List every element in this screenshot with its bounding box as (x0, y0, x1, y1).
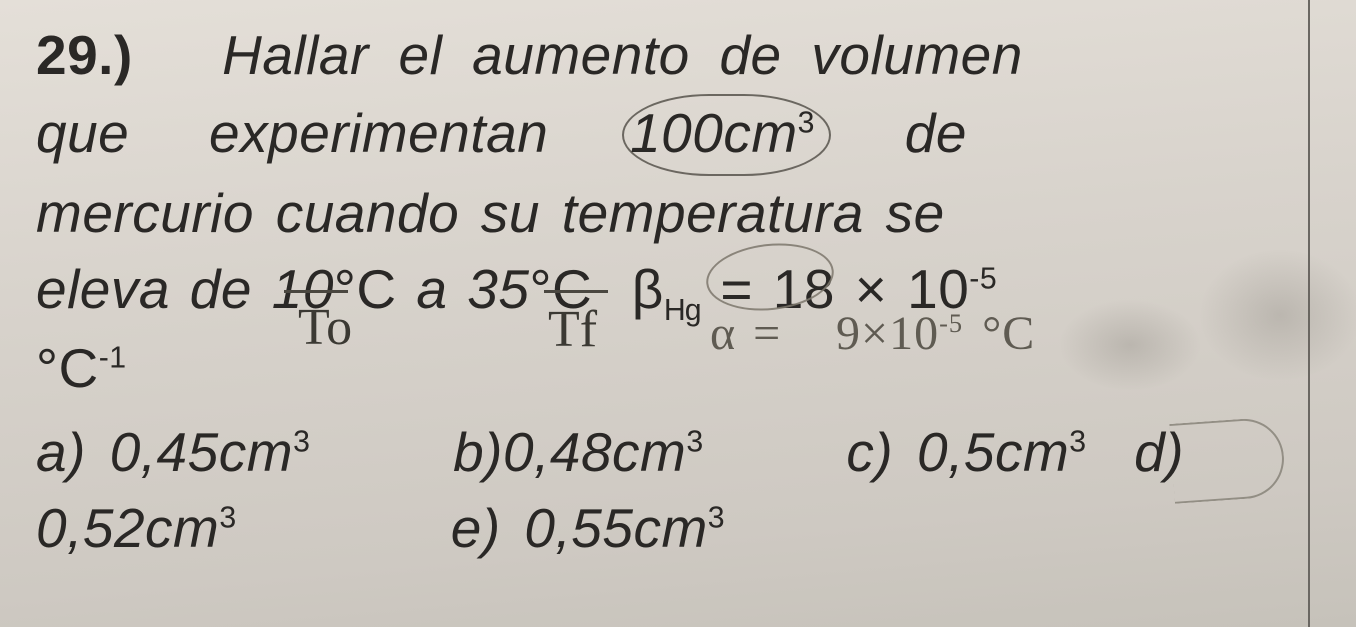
option-a-value: 0,45cm (110, 421, 293, 483)
option-c-exp: 3 (1069, 426, 1086, 459)
beta-exponent: -5 (969, 262, 997, 295)
question-text-4a: eleva de (36, 258, 252, 320)
option-e-label: e) (451, 497, 501, 559)
t0-unit: °C (334, 258, 397, 320)
option-b-value: 0,48cm (503, 421, 686, 483)
tf-value: 35 (467, 258, 529, 320)
question-line-3: mercurio cuando su temperatura se (36, 176, 1308, 252)
word-experimentan: experimentan (209, 102, 548, 164)
question-text-3: mercurio cuando su temperatura se (36, 182, 945, 244)
word-que: que (36, 102, 129, 164)
question-line-2: que experimentan 100cm3 de (36, 94, 1308, 176)
option-d-value: 0,52cm (36, 497, 219, 559)
option-c-value: 0,5cm (917, 421, 1069, 483)
option-b-exp: 3 (686, 426, 703, 459)
option-b-label: b) (453, 421, 503, 483)
question-text-1: Hallar el aumento de volumen (222, 24, 1023, 86)
smudge-2 (1060, 300, 1200, 390)
option-e-value: 0,55cm (524, 497, 707, 559)
question-number: 29.) (36, 24, 133, 86)
option-c-label: c) (846, 421, 893, 483)
question-29: 29.) Hallar el aumento de volumen que ex… (36, 18, 1308, 567)
initial-volume-value: 100cm (630, 102, 798, 164)
tf-unit: °C (529, 258, 592, 320)
unit-exp: -1 (99, 342, 127, 375)
option-d-exp: 3 (219, 502, 236, 535)
word-de: de (905, 102, 967, 164)
worksheet-page: 29.) Hallar el aumento de volumen que ex… (0, 0, 1356, 627)
option-e-exp: 3 (708, 502, 725, 535)
t0-value: 10 (272, 258, 334, 320)
word-a: a (416, 258, 447, 320)
initial-volume-exp: 3 (798, 107, 815, 140)
options-row-1: a) 0,45cm3 b)0,48cm3 c) 0,5cm3 d) (36, 415, 1308, 491)
spacer (36, 407, 1308, 415)
question-line-1: 29.) Hallar el aumento de volumen (36, 18, 1308, 94)
beta-symbol: β (632, 258, 664, 320)
options-row-2: 0,52cm3 e) 0,55cm3 (36, 491, 1308, 567)
smudge-1 (1200, 250, 1356, 380)
unit-line: °C (36, 337, 99, 399)
initial-volume-circled: 100cm3 (622, 94, 831, 176)
underline-10c (284, 290, 348, 293)
beta-subscript: Hg (664, 294, 701, 327)
option-a-exp: 3 (293, 426, 310, 459)
underline-35c (544, 290, 608, 293)
option-a-label: a) (36, 421, 86, 483)
